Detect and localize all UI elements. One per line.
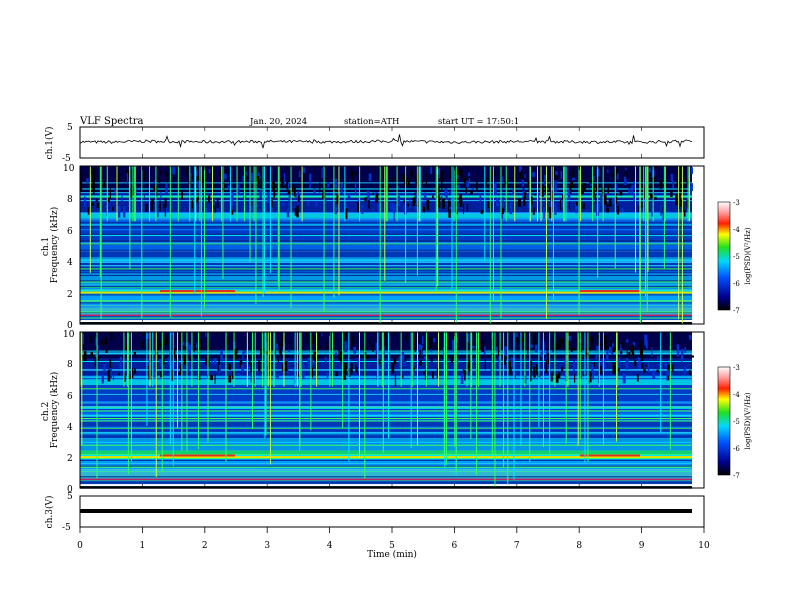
station-label: station=ATH <box>344 117 399 127</box>
ch2-colorbar: -3 -4 -5 -6 -7 log(PSD)(V²/Hz) <box>717 364 752 480</box>
ch2-ytick-2: 2 <box>67 454 73 464</box>
ch1-ytick-8: 8 <box>67 195 73 205</box>
ch2-ytick-4: 4 <box>67 423 73 433</box>
ch1-ytick-top: 5 <box>67 123 73 133</box>
ch1-cbtick-m7: -7 <box>733 307 740 315</box>
ch1-spectrogram-image <box>80 166 693 325</box>
ch2-spectrogram-image <box>80 332 694 489</box>
ch1-ytick-6: 6 <box>67 227 73 237</box>
ch1-colorbar-label: log(PSD)(V²/Hz) <box>744 227 752 284</box>
ch1-voltage-trace <box>79 134 693 149</box>
ch3-voltage-ylabel: ch.3(V) <box>44 496 55 529</box>
x-tick-label: 3 <box>264 541 270 551</box>
start-time-label: start UT = 17:50:1 <box>438 117 519 127</box>
ch2-frequency-ylabel: ch.2 Frequency (kHz) <box>41 372 60 449</box>
ch2-cbtick-m4: -4 <box>733 391 740 399</box>
ch2-ylabel-line2: Frequency (kHz) <box>49 372 60 449</box>
x-tick-label: 5 <box>389 541 395 551</box>
ch1-cbtick-m4: -4 <box>733 226 740 234</box>
x-tick-label: 0 <box>77 541 83 551</box>
time-x-axis: 0 1 2 3 4 5 6 7 8 9 10 <box>77 127 710 551</box>
ch2-cbtick-m7: -7 <box>733 472 740 480</box>
x-tick-label: 8 <box>576 541 582 551</box>
time-x-axis-label: Time (min) <box>367 549 417 560</box>
ch2-ytick-8: 8 <box>67 360 73 370</box>
x-tick-label: 7 <box>514 541 520 551</box>
ch3-voltage-panel: 5 -5 ch.3(V) <box>44 492 705 533</box>
ch2-ytick-0: 0 <box>67 485 73 495</box>
ch1-voltage-ylabel: ch.1(V) <box>44 127 55 160</box>
ch1-ytick-bottom: -5 <box>62 154 71 164</box>
x-tick-label: 4 <box>327 541 333 551</box>
ch1-ytick-4: 4 <box>67 258 73 268</box>
x-tick-label: 6 <box>452 541 458 551</box>
ch1-ytick-0: 0 <box>67 321 73 331</box>
ch2-cbtick-m6: -6 <box>733 445 740 453</box>
x-tick-label: 9 <box>639 541 645 551</box>
ch2-colorbar-scale <box>717 366 731 476</box>
ch1-cbtick-m5: -5 <box>733 253 740 261</box>
ch2-cbtick-m3: -3 <box>733 364 740 372</box>
ch2-ytick-6: 6 <box>67 392 73 402</box>
date-label: Jan. 20, 2024 <box>249 117 307 127</box>
ch1-cbtick-m6: -6 <box>733 280 740 288</box>
ch1-ylabel-line2: Frequency (kHz) <box>49 207 60 284</box>
ch3-ytick-top: 5 <box>67 492 73 502</box>
ch3-ytick-bottom: -5 <box>62 523 71 533</box>
ch1-ytick-10: 10 <box>63 164 75 174</box>
ch2-cbtick-m5: -5 <box>733 418 740 426</box>
figure-title: VLF Spectra <box>79 116 144 127</box>
ch1-colorbar-scale <box>717 201 731 311</box>
ch1-colorbar: -3 -4 -5 -6 -7 log(PSD)(V²/Hz) <box>717 199 752 315</box>
ch2-spectrogram-panel: 10 8 6 4 2 0 ch.2 Frequency (kHz) <box>41 330 705 495</box>
ch1-spectrogram-panel: 10 8 6 4 2 0 ch.1 Frequency (kHz) <box>41 164 705 331</box>
ch1-cbtick-m3: -3 <box>733 199 740 207</box>
ch1-voltage-panel: 5 -5 ch.1(V) <box>44 123 705 164</box>
ch2-ytick-10: 10 <box>63 330 75 340</box>
ch1-frequency-ylabel: ch.1 Frequency (kHz) <box>41 207 60 284</box>
ch1-ytick-2: 2 <box>67 290 73 300</box>
x-tick-label: 10 <box>698 541 710 551</box>
ch1-ylabel-line1: ch.1 <box>41 237 51 256</box>
ch2-ylabel-line1: ch.2 <box>41 402 51 421</box>
x-tick-label: 2 <box>202 541 208 551</box>
x-tick-label: 1 <box>140 541 146 551</box>
ch2-colorbar-label: log(PSD)(V²/Hz) <box>744 392 752 449</box>
